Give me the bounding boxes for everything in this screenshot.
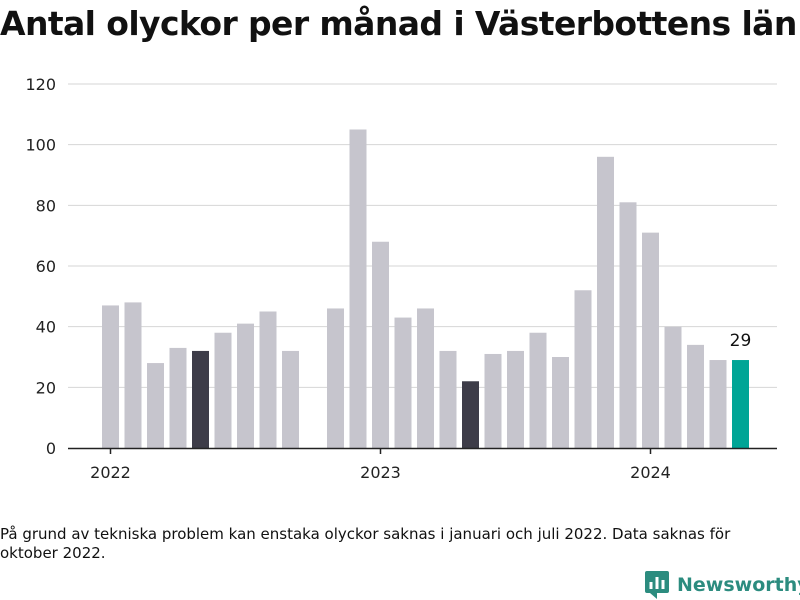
bar-2022-07	[237, 323, 254, 448]
bar-2022-01	[102, 305, 119, 448]
x-tick-label: 2023	[360, 463, 401, 482]
x-tick-label: 2022	[90, 463, 131, 482]
bar-2022-06	[214, 332, 232, 448]
y-tick-label: 20	[36, 378, 56, 397]
bar-2022-11	[327, 308, 344, 448]
y-tick-label: 100	[25, 136, 56, 155]
bars	[102, 129, 749, 449]
bar-2023-12	[619, 202, 637, 448]
bar-2023-01	[372, 241, 389, 448]
bar-2023-09	[552, 357, 569, 448]
y-tick-label: 120	[25, 75, 56, 94]
bar-2023-03	[417, 308, 434, 448]
bar-2023-02	[394, 317, 412, 448]
x-tick-label: 2024	[630, 463, 671, 482]
bar-2023-05	[462, 381, 479, 448]
brand-logo[interactable]: Newsworthy	[645, 570, 800, 600]
bar-2022-08	[259, 311, 277, 448]
bar-2024-03	[687, 344, 704, 448]
bar-2022-09	[282, 350, 299, 448]
data-label: 29	[730, 331, 752, 351]
bar-2024-01	[642, 232, 659, 448]
bar-2022-04	[169, 347, 187, 448]
bar-2023-08	[529, 332, 547, 448]
bar-2023-04	[439, 350, 457, 448]
bar-2024-04	[709, 360, 727, 448]
bar-chart: 0 20 40 60 80 100 120 2022 2023 2024 29	[25, 75, 777, 482]
bar-2023-07	[507, 350, 524, 448]
bar-2023-10	[574, 290, 592, 448]
data-labels: 29	[730, 331, 752, 351]
bar-2024-02	[664, 326, 682, 448]
footnote: På grund av tekniska problem kan enstaka…	[0, 525, 731, 562]
bar-2022-03	[147, 363, 164, 448]
bar-2023-06	[484, 353, 502, 448]
y-tick-label: 60	[36, 257, 56, 276]
brand-name: Newsworthy	[677, 574, 800, 596]
newsworthy-logo-icon	[645, 571, 669, 599]
bar-2022-02	[124, 302, 142, 448]
bar-2022-12	[349, 129, 367, 448]
page-title: Antal olyckor per månad i Västerbottens …	[0, 4, 797, 43]
y-tick-label: 0	[46, 439, 56, 458]
bar-2022-05	[192, 350, 209, 448]
y-tick-label: 40	[36, 318, 56, 337]
x-axis: 2022 2023 2024	[68, 447, 777, 482]
y-tick-label: 80	[36, 196, 56, 215]
y-axis-ticks: 0 20 40 60 80 100 120	[25, 75, 56, 458]
bar-2023-11	[597, 156, 614, 449]
bar-2024-05	[732, 360, 749, 448]
